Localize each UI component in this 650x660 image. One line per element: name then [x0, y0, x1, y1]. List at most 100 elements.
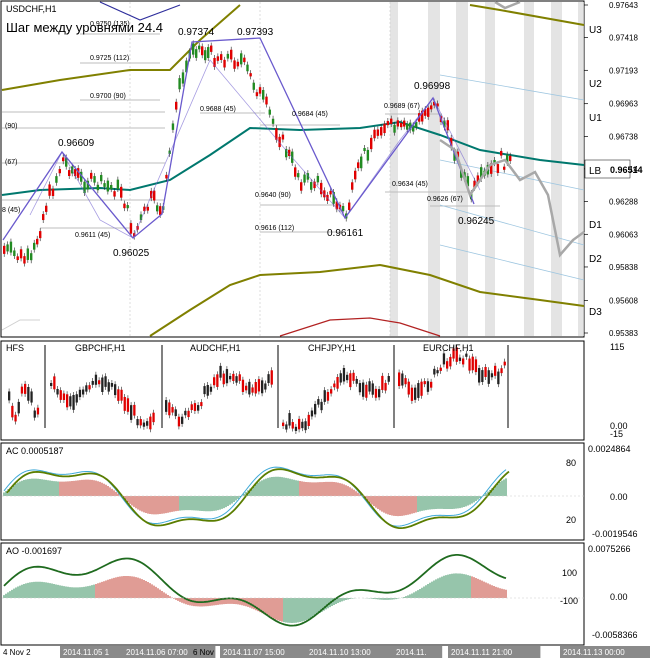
time-axis-label: 2014.11. — [396, 648, 427, 657]
hfs-candle — [323, 390, 326, 402]
hfs-candle — [130, 405, 133, 420]
hfs-candle — [126, 398, 130, 412]
hfs-candle — [285, 424, 288, 430]
hfs-candle — [184, 410, 187, 416]
candle — [39, 231, 42, 239]
hfs-candle — [206, 384, 209, 396]
candle — [341, 205, 345, 212]
candle — [252, 82, 255, 90]
time-axis-label: 2014.11.11 21:00 — [451, 648, 513, 657]
hfs-candle — [94, 374, 98, 385]
candle — [93, 176, 96, 183]
hfs-candle — [8, 391, 11, 401]
swing-price-labels: 0.97374 0.97393 0.96609 0.96025 0.96161 0.969… — [58, 27, 495, 259]
candle — [175, 101, 178, 110]
candle — [83, 181, 86, 194]
candle — [357, 162, 360, 169]
hfs-candle — [436, 370, 439, 374]
hfs-candle — [66, 394, 69, 408]
candle — [58, 169, 61, 174]
fib-label: 0.9640 (90) — [255, 192, 291, 199]
hfs-candle — [490, 373, 494, 378]
candle — [3, 245, 6, 254]
hfs-candle — [75, 394, 78, 403]
ao-axis-bottom: -0.0058366 — [592, 630, 638, 640]
candle — [393, 124, 396, 133]
candle — [288, 149, 291, 156]
candle — [370, 137, 373, 150]
hfs-candle — [410, 387, 414, 401]
candle — [223, 59, 226, 68]
time-axis-label: 2014.11.06 07:00 — [126, 648, 188, 657]
hfs-candle — [430, 381, 433, 388]
hfs-candle — [387, 376, 390, 382]
hfs-candle — [500, 368, 503, 374]
price-axis-tick: 0.96738 — [609, 132, 638, 141]
hfs-candle — [53, 376, 56, 390]
candle — [181, 72, 185, 84]
hfs-pair-audchf: AUDCHF,H1 — [190, 343, 241, 353]
candle — [23, 256, 26, 264]
candle — [178, 78, 181, 90]
hfs-candle — [267, 374, 270, 384]
hfs-candle — [241, 379, 245, 392]
candle — [262, 90, 265, 100]
candle — [171, 123, 175, 130]
envelope-curves — [1, 1, 585, 337]
hfs-candle — [433, 368, 436, 375]
hfs-candle — [78, 389, 82, 398]
hfs-candle — [24, 383, 27, 394]
hfs-candle — [374, 388, 378, 398]
candle — [19, 249, 23, 259]
candle — [258, 87, 262, 94]
candle — [509, 155, 512, 162]
fib-label: (67) — [5, 159, 17, 166]
hfs-candle — [264, 383, 267, 390]
hfs-candle — [384, 382, 387, 391]
hfs-pair-eurchf: EURCHF,H1 — [423, 343, 474, 353]
hfs-candle — [216, 374, 219, 387]
hfs-candle — [417, 383, 420, 398]
price-axis-tick: 0.95383 — [609, 329, 638, 338]
hfs-candle — [50, 382, 53, 387]
olive-upper-envelope — [1, 4, 241, 91]
price-chart-pane[interactable]: 0.9750 (135) 0.9725 (112) 0.9700 (90) 0.968… — [0, 0, 643, 338]
swing-label: 0.96161 — [327, 228, 364, 239]
candle — [456, 151, 460, 158]
hfs-candle — [225, 369, 229, 384]
hfs-candle — [439, 367, 442, 371]
ac-indicator-pane[interactable]: AC 0.0005187 0.0024864 0.00 -0.0019546 8… — [0, 442, 638, 541]
hfs-indicator-pane[interactable]: HFS GBPCHF,H1 AUDCHF,H1 CHFJPY,H1 EURCHF… — [0, 340, 628, 441]
ac-histogram — [3, 476, 507, 517]
candle — [450, 137, 453, 148]
candle — [320, 182, 323, 195]
hfs-candle — [36, 407, 40, 415]
candle — [236, 61, 240, 67]
hfs-candle — [235, 376, 238, 383]
candle — [285, 148, 288, 158]
candle — [390, 118, 393, 124]
ac-axis-top: 0.0024864 — [588, 444, 631, 454]
hfs-candle — [69, 396, 72, 407]
candle — [106, 180, 110, 192]
hfs-candle — [229, 376, 232, 380]
hfs-candle — [371, 383, 374, 395]
candle — [207, 47, 210, 59]
ao-indicator-pane[interactable]: AO -0.001697 0.0075266 0.00 -0.0058366 1… — [0, 542, 638, 646]
candle — [213, 57, 216, 67]
ao-axis-zero: 0.00 — [610, 592, 628, 602]
hfs-pair-gbpchf: GBPCHF,H1 — [75, 343, 126, 353]
hfs-candle — [330, 389, 333, 394]
candle — [436, 103, 439, 107]
hfs-candle — [458, 357, 462, 361]
olive-upper-envelope-right — [469, 4, 585, 26]
level-label-u3: U3 — [589, 25, 602, 36]
candle — [281, 134, 285, 140]
zigzag-line — [2, 37, 481, 241]
candle — [210, 45, 213, 52]
hfs-axis-zero: 0.00 — [610, 421, 628, 431]
current-price-label: 0.96514 — [610, 165, 643, 175]
candle — [165, 174, 168, 179]
hfs-candle — [465, 353, 468, 357]
